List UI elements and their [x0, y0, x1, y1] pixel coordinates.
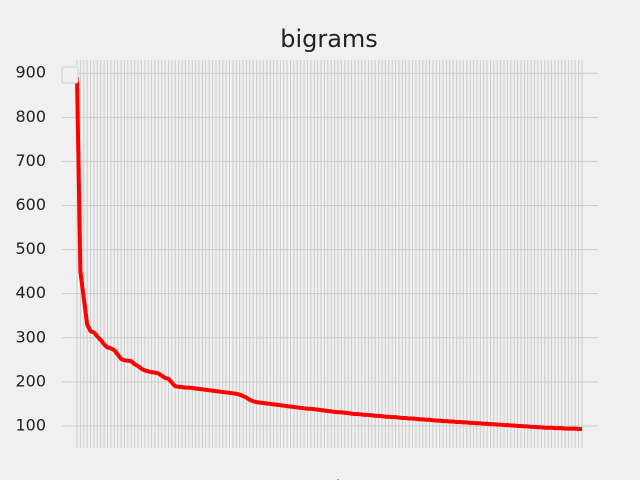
y-tick-label: 500	[15, 239, 46, 258]
x-grid	[76, 60, 583, 448]
y-tick-label: 100	[15, 415, 46, 434]
chart-title: bigrams	[280, 25, 378, 53]
y-tick-label: 200	[15, 371, 46, 390]
y-grid	[62, 72, 598, 427]
y-tick-label: 600	[15, 195, 46, 214]
y-tick-label: 700	[15, 151, 46, 170]
data-line	[75, 77, 582, 432]
legend-box	[61, 66, 79, 84]
y-tick-label: 900	[15, 63, 46, 82]
y-tick-label: 400	[15, 283, 46, 302]
y-tick-label: 300	[15, 327, 46, 346]
y-tick-label: 800	[15, 107, 46, 126]
x-axis-label: Words	[294, 477, 350, 480]
